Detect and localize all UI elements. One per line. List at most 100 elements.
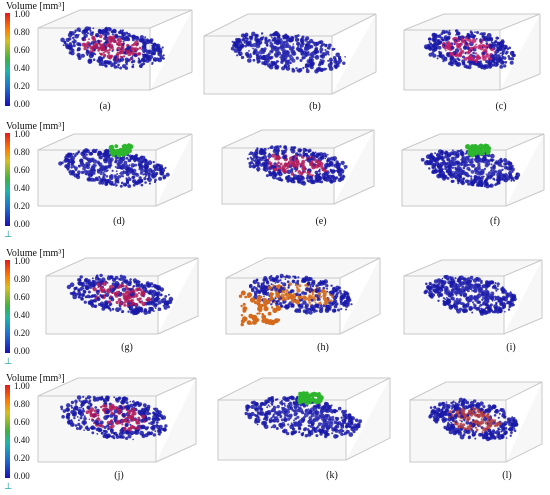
pore-dot [452,303,457,308]
pore-dot [340,432,344,436]
pore-dot [263,276,268,280]
pore-dot [109,275,112,278]
pore-dot [478,170,482,174]
pore-dot [71,48,75,52]
pore-dot [110,182,114,186]
pore-dot [272,415,275,418]
pore-dot [343,294,346,297]
pore-dot [108,434,111,437]
pore-dot [131,419,135,422]
pore-dot [117,41,122,47]
pore-dot [428,47,430,50]
pore-dot [508,46,512,50]
pore-dot [320,304,323,307]
pore-dot [486,182,489,186]
pore-dot [71,160,75,164]
pore-dot [310,423,314,427]
pore-dot [290,58,293,61]
specimen-render [37,133,193,207]
pore-dot [470,170,475,174]
pore-dot [281,151,285,156]
pore-cluster-dot [318,395,324,400]
pore-dot [438,153,441,156]
pore-dot [436,286,441,291]
pore-dot [297,38,300,41]
pore-dot [164,424,168,428]
pore-dot [308,294,312,298]
pore-dot [154,178,157,182]
pore-dot [490,174,493,178]
pore-dot [122,426,127,431]
pore-dot [276,39,281,45]
pore-dot [474,52,478,55]
pore-dot [117,175,122,179]
pore-dot [448,305,454,310]
pore-dot [455,290,461,295]
pore-dot [306,158,312,163]
pore-dot [447,164,452,169]
pore-dot [77,288,81,292]
pore-dot [130,432,133,436]
pore-dot [463,45,467,49]
pore-dot [292,57,294,60]
pore-dot [157,433,160,436]
pore-dot [76,416,79,418]
pore-dot [277,169,282,174]
colorbar-title: Volume [mm³] [6,1,65,12]
pore-dot [296,176,299,178]
pore-dot [255,288,259,292]
pore-dot [435,46,439,50]
pore-dot [318,165,321,168]
pore-dot [278,173,281,176]
pore-dot [101,62,105,67]
pore-dot [163,428,167,432]
pore-dot [107,427,110,431]
pore-dot [151,174,156,179]
pore-dot [459,52,463,56]
pore-dot [106,54,112,59]
pore-dot [468,295,473,300]
pore-dot [465,36,468,40]
pore-dot [271,171,276,176]
pore-dot [82,281,85,284]
pore-dot [509,60,514,65]
pore-dot [270,62,275,67]
pore-dot [267,285,273,290]
pore-dot [450,55,453,58]
pore-dot [464,39,466,41]
pore-dot [461,59,466,64]
pore-dot [148,58,152,62]
pore-dot [97,162,100,165]
pore-dot [475,43,478,46]
pore-dot [251,31,256,36]
pore-dot [471,164,476,168]
pore-dot [92,299,95,302]
pore-dot [495,302,498,305]
pore-dot [460,180,465,186]
pore-dot [307,408,310,411]
pore-dot [294,170,297,173]
pore-dot [319,153,321,155]
pore-dot [132,63,135,66]
pore-dot [107,155,111,159]
pore-dot [85,49,89,53]
pore-dot [87,59,93,64]
pore-dot [449,56,454,60]
pore-dot [119,55,122,58]
pore-dot [143,165,149,171]
pore-dot [318,60,323,65]
pore-dot [468,163,472,166]
pore-dot [472,303,476,306]
pore-dot [314,174,319,179]
pore-dot [510,167,515,172]
pore-dot [325,284,329,288]
colorbar-tick: 0.00 [14,471,30,481]
pore-dot [339,168,341,170]
pore-dot [270,145,274,149]
pore-dot [292,305,295,308]
pore-dot [62,409,67,413]
pore-dot [269,405,271,408]
pore-dot [327,46,331,50]
pore-dot [447,35,451,40]
pore-cluster-dot [251,314,258,321]
